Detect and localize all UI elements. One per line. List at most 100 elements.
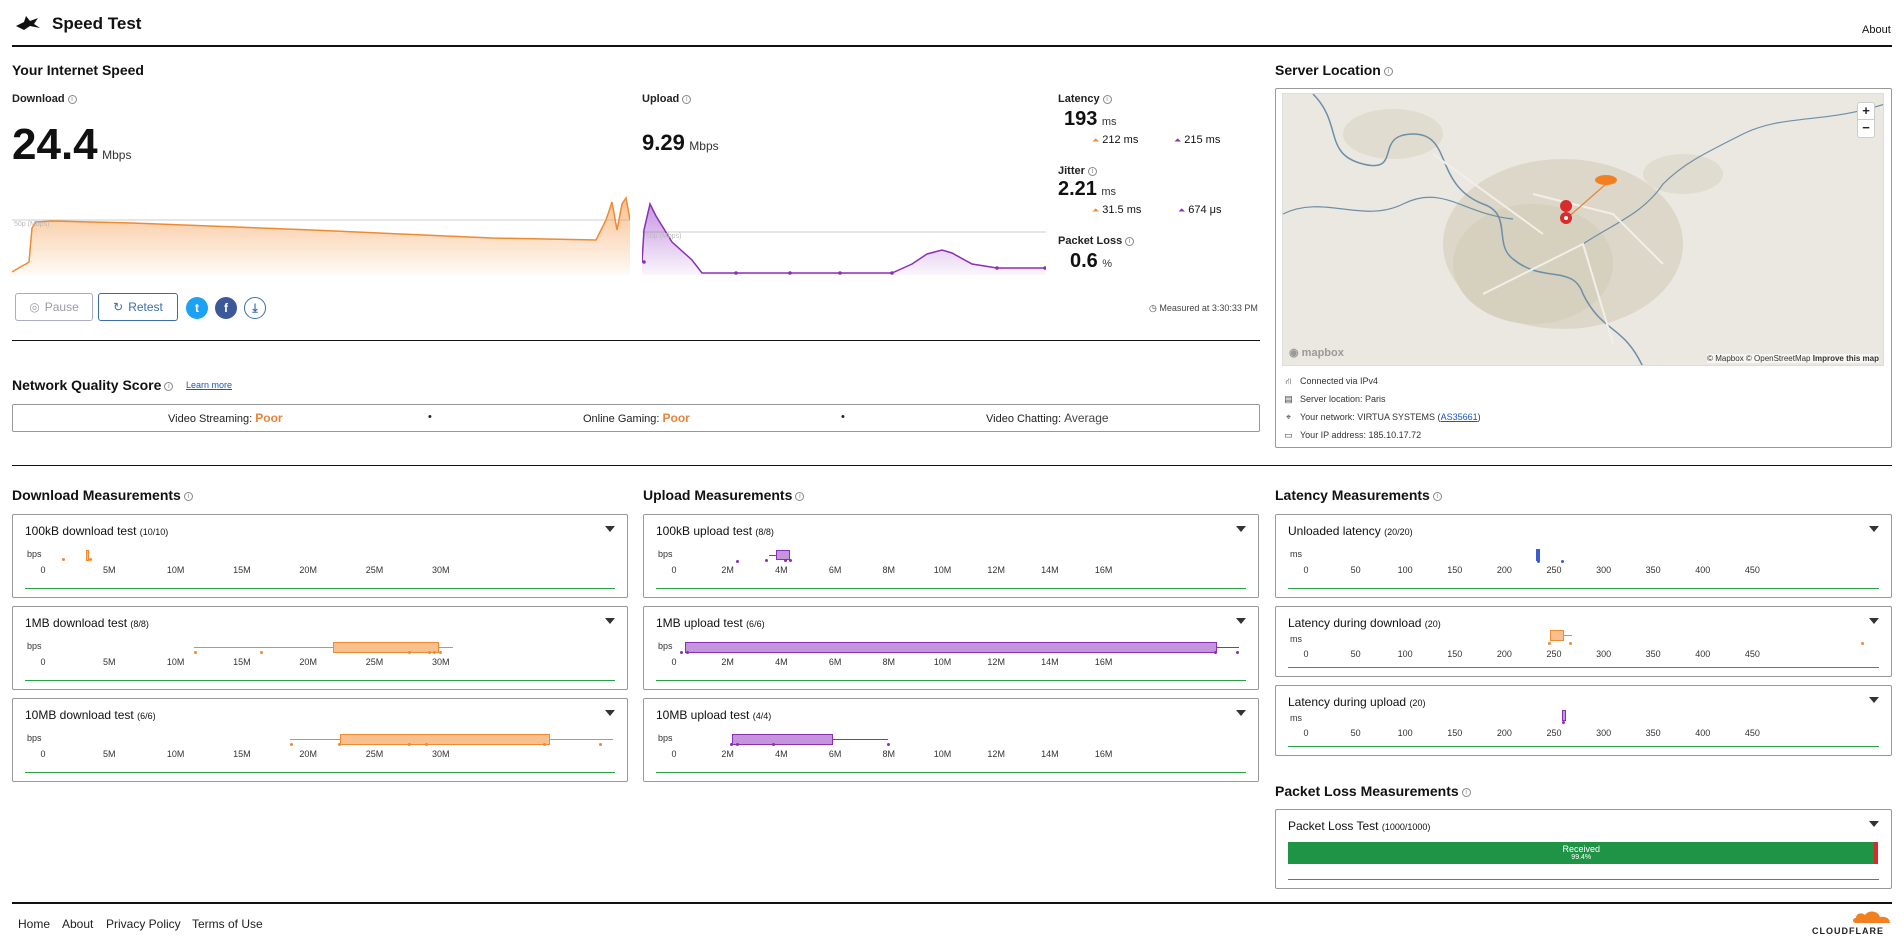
download-test-card-10mb[interactable]: 10MB download test (6/6) bps 0 5M 10M 15M 20… [12, 698, 628, 782]
upload-value: 9.29 Mbps [642, 130, 719, 155]
packet-loss-test-card[interactable]: Packet Loss Test (1000/1000) Received 99… [1275, 809, 1892, 889]
cloudflare-cloud-icon [1853, 911, 1890, 923]
test-title: Latency during upload (20) [1288, 695, 1426, 709]
cloudflare-wordmark: CLOUDFLARE [1812, 926, 1884, 936]
chevron-down-icon[interactable] [1236, 618, 1246, 624]
outlier-point [543, 743, 546, 746]
download-test-card-100kb[interactable]: 100kB download test (10/10) bps 0 5M 10M 15… [12, 514, 628, 598]
info-icon[interactable]: i [183, 491, 193, 501]
asn-link[interactable]: AS35661 [1440, 412, 1478, 422]
pause-button[interactable]: ◎ Pause [15, 293, 93, 321]
separator-dot: • [428, 411, 432, 423]
whisker [550, 739, 613, 740]
footer-divider [12, 902, 1892, 904]
chevron-down-icon[interactable] [1236, 710, 1246, 716]
axis-tick-label: 0 [40, 657, 46, 667]
unloaded-latency-card[interactable]: Unloaded latency (20/20) ms 0 50 100 150 200… [1275, 514, 1892, 598]
box-plot [732, 734, 833, 745]
info-icon[interactable]: i [1432, 491, 1442, 501]
info-icon[interactable]: i [1102, 94, 1112, 104]
download-test-card-1mb[interactable]: 1MB download test (8/8) bps 0 5M 10M 15M 20M… [12, 606, 628, 690]
axis-tick-label: 350 [1645, 728, 1661, 738]
footer-privacy-link[interactable]: Privacy Policy [106, 917, 181, 931]
chevron-down-icon[interactable] [1869, 697, 1879, 703]
outlier-point [1562, 721, 1565, 724]
axis-tick-label: 30M [432, 749, 450, 759]
axis-tick-label: 20M [299, 565, 317, 575]
facebook-icon[interactable]: f [215, 297, 237, 319]
baseline [25, 772, 615, 773]
axis-tick-label: 450 [1744, 649, 1760, 659]
axis-tick-label: 50 [1350, 728, 1361, 738]
footer-about-link[interactable]: About [62, 917, 94, 931]
info-icon[interactable]: i [67, 94, 77, 104]
about-link[interactable]: About [1862, 24, 1891, 36]
upload-test-card-10mb[interactable]: 10MB upload test (4/4) bps 0 2M 4M 6M 8M 10M 1… [643, 698, 1259, 782]
axis-unit: bps [27, 641, 42, 651]
baseline [656, 588, 1246, 589]
packet-loss-measurements-title: Packet Loss Measurements i [1275, 783, 1471, 799]
outlier-point [887, 743, 890, 746]
upload-label: Upload i [642, 93, 692, 105]
cloudflare-logo[interactable]: CLOUDFLARE [1808, 910, 1892, 937]
axis-tick-label: 30M [432, 565, 450, 575]
outlier-point [338, 743, 341, 746]
pause-icon: ◎ [29, 300, 40, 314]
axis-tick-label: 12M [987, 565, 1005, 575]
improve-map-link[interactable]: Improve this map [1812, 354, 1879, 363]
info-icon[interactable]: i [1461, 787, 1471, 797]
chevron-down-icon[interactable] [1869, 618, 1879, 624]
zoom-in-button[interactable]: + [1857, 102, 1875, 120]
axis-tick-label: 16M [1094, 657, 1113, 667]
chevron-down-icon[interactable] [1869, 526, 1879, 532]
chevron-down-icon[interactable] [1236, 526, 1246, 532]
upload-test-card-1mb[interactable]: 1MB upload test (6/6) bps 0 2M 4M 6M 8M 10M 12… [643, 606, 1259, 690]
axis-tick-label: 10M [166, 565, 185, 575]
axis-tick-label: 0 [1303, 565, 1309, 575]
axis-tick-label: 0 [671, 749, 677, 759]
axis-tick-label: 4M [775, 749, 788, 759]
axis-tick-label: 50 [1350, 565, 1361, 575]
logo-icon[interactable] [14, 12, 42, 34]
axis-tick-label: 10M [166, 749, 185, 759]
zoom-out-button[interactable]: − [1857, 120, 1875, 138]
outlier-point [736, 743, 739, 746]
axis-tick-label: 0 [671, 565, 677, 575]
download-chart-reference-label: 50p (Mbps) [14, 221, 50, 228]
retest-button[interactable]: ↻ Retest [98, 293, 178, 321]
info-icon[interactable]: i [1087, 166, 1097, 176]
info-icon[interactable]: i [682, 94, 692, 104]
info-icon[interactable]: i [164, 381, 174, 391]
chevron-down-icon[interactable] [605, 710, 615, 716]
server-map[interactable]: + − ◉ mapbox © Mapbox © OpenStreetMap Im… [1282, 93, 1884, 366]
axis-tick-label: 6M [828, 657, 842, 667]
outlier-point [1548, 642, 1551, 645]
download-chart [12, 196, 630, 275]
server-icon: ▤ [1284, 393, 1293, 404]
info-icon[interactable]: i [1125, 236, 1135, 246]
info-icon[interactable]: i [1383, 66, 1393, 76]
latency-during-download-card[interactable]: Latency during download (20) ms 0 50 100 15… [1275, 606, 1892, 677]
learn-more-link[interactable]: Learn more [186, 380, 233, 390]
outlier-point [599, 743, 602, 746]
chevron-down-icon[interactable] [605, 618, 615, 624]
baseline [1288, 588, 1879, 589]
upload-test-card-100kb[interactable]: 100kB upload test (8/8) bps 0 2M 4M 6M 8M 10M… [643, 514, 1259, 598]
chevron-down-icon[interactable] [605, 526, 615, 532]
footer-home-link[interactable]: Home [18, 917, 51, 931]
server-location-panel [1275, 88, 1892, 448]
mapbox-logo[interactable]: ◉ mapbox [1289, 347, 1344, 359]
test-title: Packet Loss Test (1000/1000) [1288, 819, 1431, 833]
latency-during-upload-card[interactable]: Latency during upload (20) ms 0 50 100 150 2… [1275, 685, 1892, 756]
outlier-point [433, 651, 436, 654]
download-results-icon[interactable]: ⤓ [244, 297, 266, 319]
twitter-icon[interactable]: t [186, 297, 208, 319]
packet-loss-bar: Received 99.4% [1288, 842, 1878, 864]
info-icon[interactable]: i [795, 491, 805, 501]
axis-tick-label: 16M [1094, 565, 1113, 575]
chevron-down-icon[interactable] [1869, 821, 1879, 827]
footer-terms-link[interactable]: Terms of Use [192, 917, 263, 931]
axis-tick-label: 100 [1397, 728, 1413, 738]
axis-tick-label: 6M [828, 565, 842, 575]
